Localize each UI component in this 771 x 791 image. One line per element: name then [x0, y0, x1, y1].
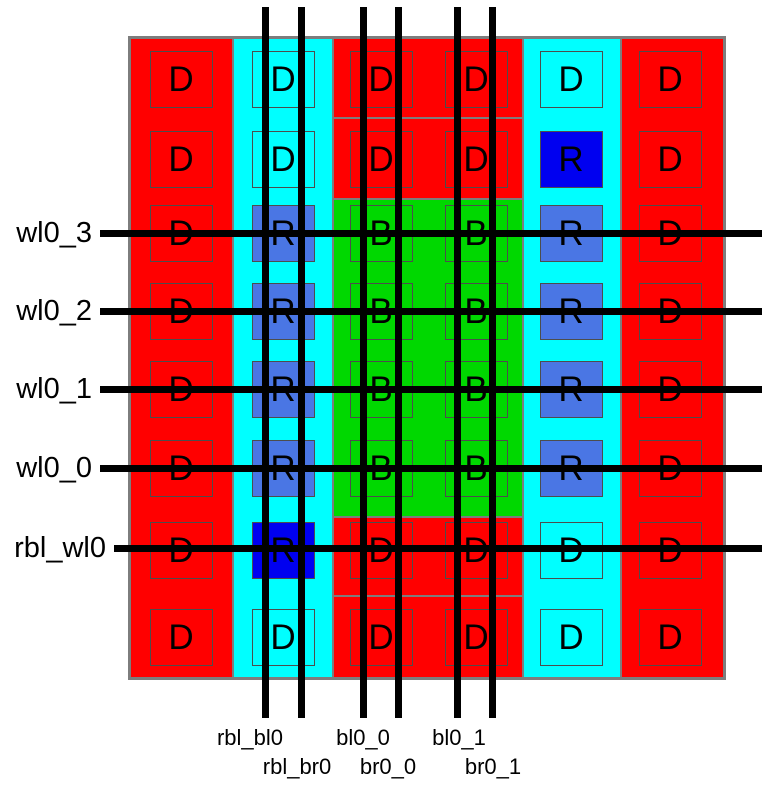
bitline-line-bl0_0: [359, 7, 367, 718]
cell-letter: D: [168, 59, 194, 99]
cell-letter: R: [558, 139, 584, 179]
cell: D: [149, 50, 213, 108]
wordline-label-wl0_3: wl0_3: [16, 217, 92, 249]
cell: D: [349, 130, 413, 188]
cell: D: [444, 130, 508, 188]
region-right-dummy-column: [621, 38, 724, 678]
bitline-label-bl0_1: bl0_1: [432, 725, 486, 750]
cell-letter: D: [368, 59, 394, 99]
cell: D: [444, 608, 508, 666]
bitline-line-rbl_br0: [297, 7, 305, 718]
bitline-label-rbl_br0: rbl_br0: [262, 754, 332, 779]
bitline-label-br0_1: br0_1: [464, 754, 522, 779]
cell: D: [638, 608, 702, 666]
cell: D: [638, 50, 702, 108]
wordline-line-wl0_2: [100, 307, 762, 315]
bitline-label-rbl_bl0: rbl_bl0: [216, 725, 284, 750]
bitline-label-br0_0: br0_0: [359, 754, 417, 779]
wordline-line-wl0_1: [100, 385, 762, 393]
cell-letter: D: [463, 59, 489, 99]
cell: D: [539, 50, 603, 108]
bitline-label-bl0_0: bl0_0: [336, 725, 390, 750]
cell: D: [149, 130, 213, 188]
cell-letter: D: [168, 617, 194, 657]
cell: D: [251, 608, 315, 666]
cell: D: [444, 50, 508, 108]
bitcell-array-frame: [128, 36, 726, 680]
bitline-line-br0_1: [488, 7, 496, 718]
region-left-dummy-column: [130, 38, 233, 678]
wordline-label-rbl_wl0: rbl_wl0: [14, 532, 106, 564]
bitline-line-rbl_bl0: [261, 7, 269, 718]
cell-letter: D: [270, 139, 296, 179]
cell-letter: D: [270, 617, 296, 657]
cell-letter: D: [558, 59, 584, 99]
cell: D: [149, 608, 213, 666]
region-divider: [333, 117, 523, 119]
cell: D: [251, 130, 315, 188]
cell: D: [539, 608, 603, 666]
cell: D: [638, 130, 702, 188]
bitline-line-bl0_1: [453, 7, 461, 718]
cell-letter: D: [463, 617, 489, 657]
cell-letter: D: [270, 59, 296, 99]
wordline-line-wl0_3: [100, 229, 762, 237]
cell-letter: D: [168, 139, 194, 179]
cell-letter: D: [463, 139, 489, 179]
cell-letter: D: [368, 617, 394, 657]
bitline-line-br0_0: [394, 7, 402, 718]
replica-bitcell-dark: R: [539, 130, 603, 188]
cell-letter: D: [368, 139, 394, 179]
cell-letter: D: [558, 617, 584, 657]
region-divider: [333, 595, 523, 597]
cell: D: [349, 50, 413, 108]
wordline-label-wl0_2: wl0_2: [16, 295, 92, 327]
wordline-label-wl0_0: wl0_0: [16, 452, 92, 484]
cell-letter: D: [657, 59, 683, 99]
cell-letter: D: [657, 139, 683, 179]
wordline-line-rbl_wl0: [114, 544, 762, 552]
cell: D: [349, 608, 413, 666]
cell-letter: D: [657, 617, 683, 657]
cell: D: [251, 50, 315, 108]
wordline-line-wl0_0: [100, 464, 762, 472]
wordline-label-wl0_1: wl0_1: [16, 373, 92, 405]
